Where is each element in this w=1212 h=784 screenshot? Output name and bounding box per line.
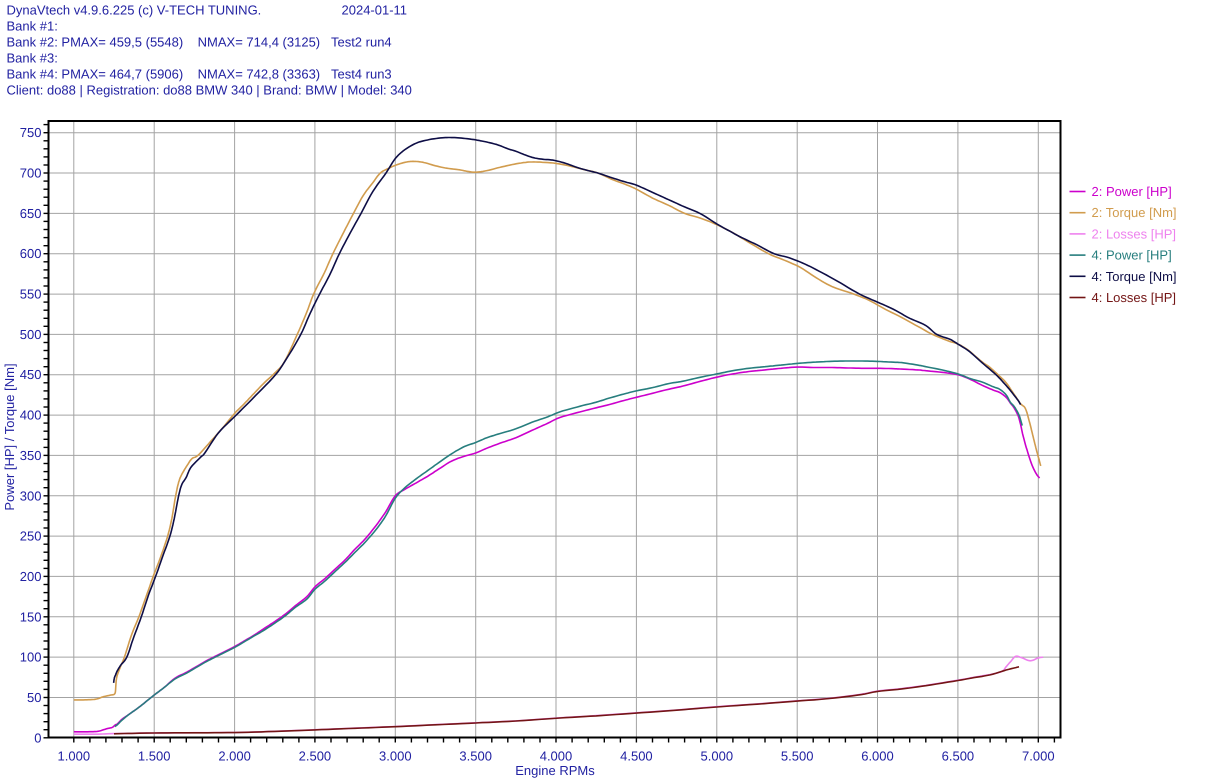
- svg-text:650: 650: [20, 206, 42, 221]
- svg-text:4: Losses [HP]: 4: Losses [HP]: [1092, 290, 1177, 305]
- svg-text:Bank #4: PMAX= 464,7 (5906): Bank #4: PMAX= 464,7 (5906) NMAX= 742,8 …: [7, 67, 392, 82]
- svg-text:500: 500: [20, 327, 42, 342]
- svg-text:0: 0: [34, 730, 41, 745]
- svg-text:450: 450: [20, 367, 42, 382]
- svg-text:4.500: 4.500: [620, 749, 653, 764]
- svg-text:Bank #3:: Bank #3:: [7, 51, 58, 66]
- svg-text:750: 750: [20, 125, 42, 140]
- svg-text:4: Power [HP]: 4: Power [HP]: [1092, 248, 1172, 263]
- svg-text:300: 300: [20, 488, 42, 503]
- svg-text:DynaVtech v4.9.6.225 (c) V-TEC: DynaVtech v4.9.6.225 (c) V-TECH TUNING.: [7, 3, 262, 18]
- svg-text:7.000: 7.000: [1022, 749, 1055, 764]
- svg-text:2.500: 2.500: [299, 749, 332, 764]
- svg-text:2: Losses [HP]: 2: Losses [HP]: [1092, 226, 1177, 241]
- svg-text:6.500: 6.500: [942, 749, 975, 764]
- svg-text:350: 350: [20, 448, 42, 463]
- svg-text:Client: do88 | Registration: d: Client: do88 | Registration: do88 BMW 34…: [7, 83, 412, 98]
- svg-text:600: 600: [20, 246, 42, 261]
- svg-text:700: 700: [20, 166, 42, 181]
- svg-text:150: 150: [20, 609, 42, 624]
- svg-text:Power [HP] / Torque [Nm]: Power [HP] / Torque [Nm]: [2, 363, 17, 510]
- svg-text:2: Power [HP]: 2: Power [HP]: [1092, 184, 1172, 199]
- svg-text:1.000: 1.000: [58, 749, 91, 764]
- svg-text:5.000: 5.000: [701, 749, 734, 764]
- svg-text:3.000: 3.000: [379, 749, 412, 764]
- svg-text:50: 50: [27, 690, 41, 705]
- svg-text:3.500: 3.500: [459, 749, 492, 764]
- svg-text:Bank #2: PMAX= 459,5 (5548): Bank #2: PMAX= 459,5 (5548) NMAX= 714,4 …: [7, 35, 392, 50]
- svg-text:Bank #1:: Bank #1:: [7, 19, 58, 34]
- svg-text:2: Torque [Nm]: 2: Torque [Nm]: [1092, 205, 1177, 220]
- svg-text:550: 550: [20, 287, 42, 302]
- svg-text:2.000: 2.000: [218, 749, 251, 764]
- svg-text:1.500: 1.500: [138, 749, 171, 764]
- svg-text:100: 100: [20, 650, 42, 665]
- svg-text:5.500: 5.500: [781, 749, 814, 764]
- svg-text:250: 250: [20, 529, 42, 544]
- svg-text:4: Torque [Nm]: 4: Torque [Nm]: [1092, 269, 1177, 284]
- svg-text:6.000: 6.000: [861, 749, 894, 764]
- svg-text:Engine RPMs: Engine RPMs: [515, 763, 595, 778]
- svg-text:4.000: 4.000: [540, 749, 573, 764]
- svg-text:400: 400: [20, 408, 42, 423]
- svg-text:200: 200: [20, 569, 42, 584]
- svg-text:2024-01-11: 2024-01-11: [342, 3, 408, 18]
